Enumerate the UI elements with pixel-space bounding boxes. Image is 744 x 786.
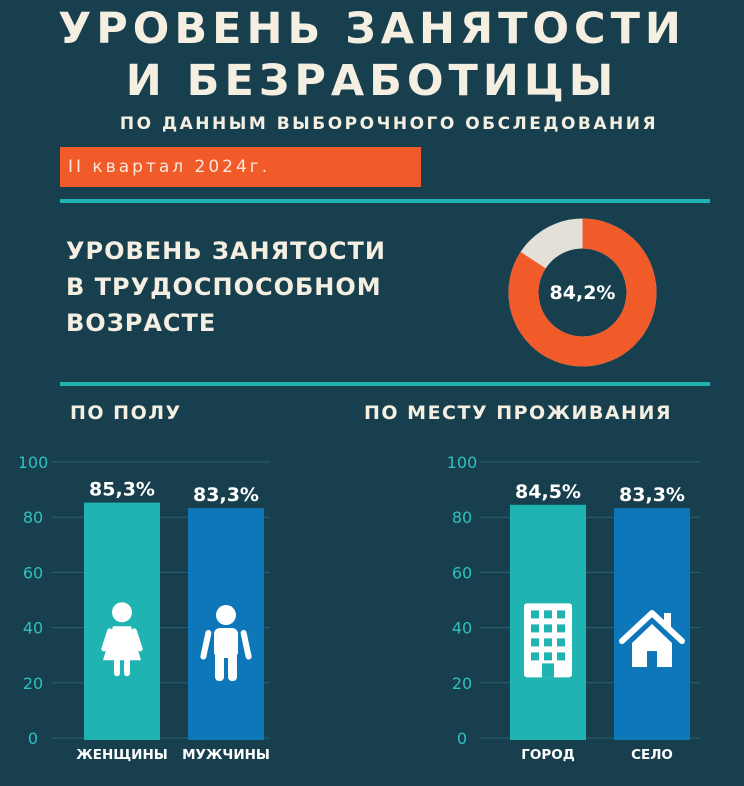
y-tick-label: 60: [23, 563, 43, 582]
category-label: СЕЛО: [631, 747, 673, 763]
y-tick-label: 20: [452, 674, 472, 693]
y-tick-label: 40: [452, 619, 472, 638]
employment-label-line3: ВОЗРАСТЕ: [66, 309, 217, 337]
y-tick-label: 20: [23, 674, 43, 693]
bar-value-label: 85,3%: [89, 479, 155, 501]
section-heading-place: ПО МЕСТУ ПРОЖИВАНИЯ: [364, 402, 672, 424]
y-tick-label: 0: [457, 729, 467, 748]
employment-label: УРОВЕНЬ ЗАНЯТОСТИ В ТРУДОСПОСОБНОМ ВОЗРА…: [66, 233, 426, 341]
employment-label-line1: УРОВЕНЬ ЗАНЯТОСТИ: [66, 237, 386, 265]
city-building-icon: [524, 603, 572, 678]
page-subtitle: ПО ДАННЫМ ВЫБОРОЧНОГО ОБСЛЕДОВАНИЯ: [119, 114, 659, 134]
bar-value-label: 83,3%: [619, 484, 685, 506]
gender-bar-chart: 0 20 40 60 80 100 85,3% ЖЕНЩИНЫ 83,3% МУЖЧИНЫ: [20, 453, 270, 763]
female-person-icon: [101, 602, 143, 677]
y-tick-label: 60: [452, 563, 472, 582]
male-person-icon: [200, 605, 252, 682]
category-label: ЖЕНЩИНЫ: [76, 747, 168, 763]
y-tick-label: 0: [28, 729, 38, 748]
y-tick-label: 100: [20, 453, 48, 472]
divider-middle: [60, 382, 710, 386]
y-tick-label: 80: [452, 508, 472, 527]
employment-label-line2: В ТРУДОСПОСОБНОМ: [66, 273, 382, 301]
y-tick-label: 80: [23, 508, 43, 527]
bar-value-label: 84,5%: [515, 481, 581, 503]
donut-value-label: 84,2%: [550, 282, 616, 304]
category-label: МУЖЧИНЫ: [182, 747, 270, 763]
y-tick-label: 100: [447, 453, 478, 472]
category-label: ГОРОД: [521, 747, 574, 763]
divider-top: [60, 199, 710, 203]
page-title-line1: УРОВЕНЬ ЗАНЯТОСТИ: [58, 4, 686, 54]
y-tick-label: 40: [23, 619, 43, 638]
page-title-line2: И БЕЗРАБОТИЦЫ: [125, 56, 619, 106]
quarter-badge: II квартал 2024г.: [60, 147, 421, 187]
bar-value-label: 83,3%: [193, 484, 259, 506]
house-icon: [619, 610, 685, 668]
place-bar-chart: 0 20 40 60 80 100 84,5% ГОРОД 83,3% СЕЛО: [447, 453, 700, 763]
section-heading-gender: ПО ПОЛУ: [70, 402, 182, 424]
donut-value-arc: [508, 218, 657, 367]
employment-donut-chart: 84,2%: [508, 218, 657, 367]
